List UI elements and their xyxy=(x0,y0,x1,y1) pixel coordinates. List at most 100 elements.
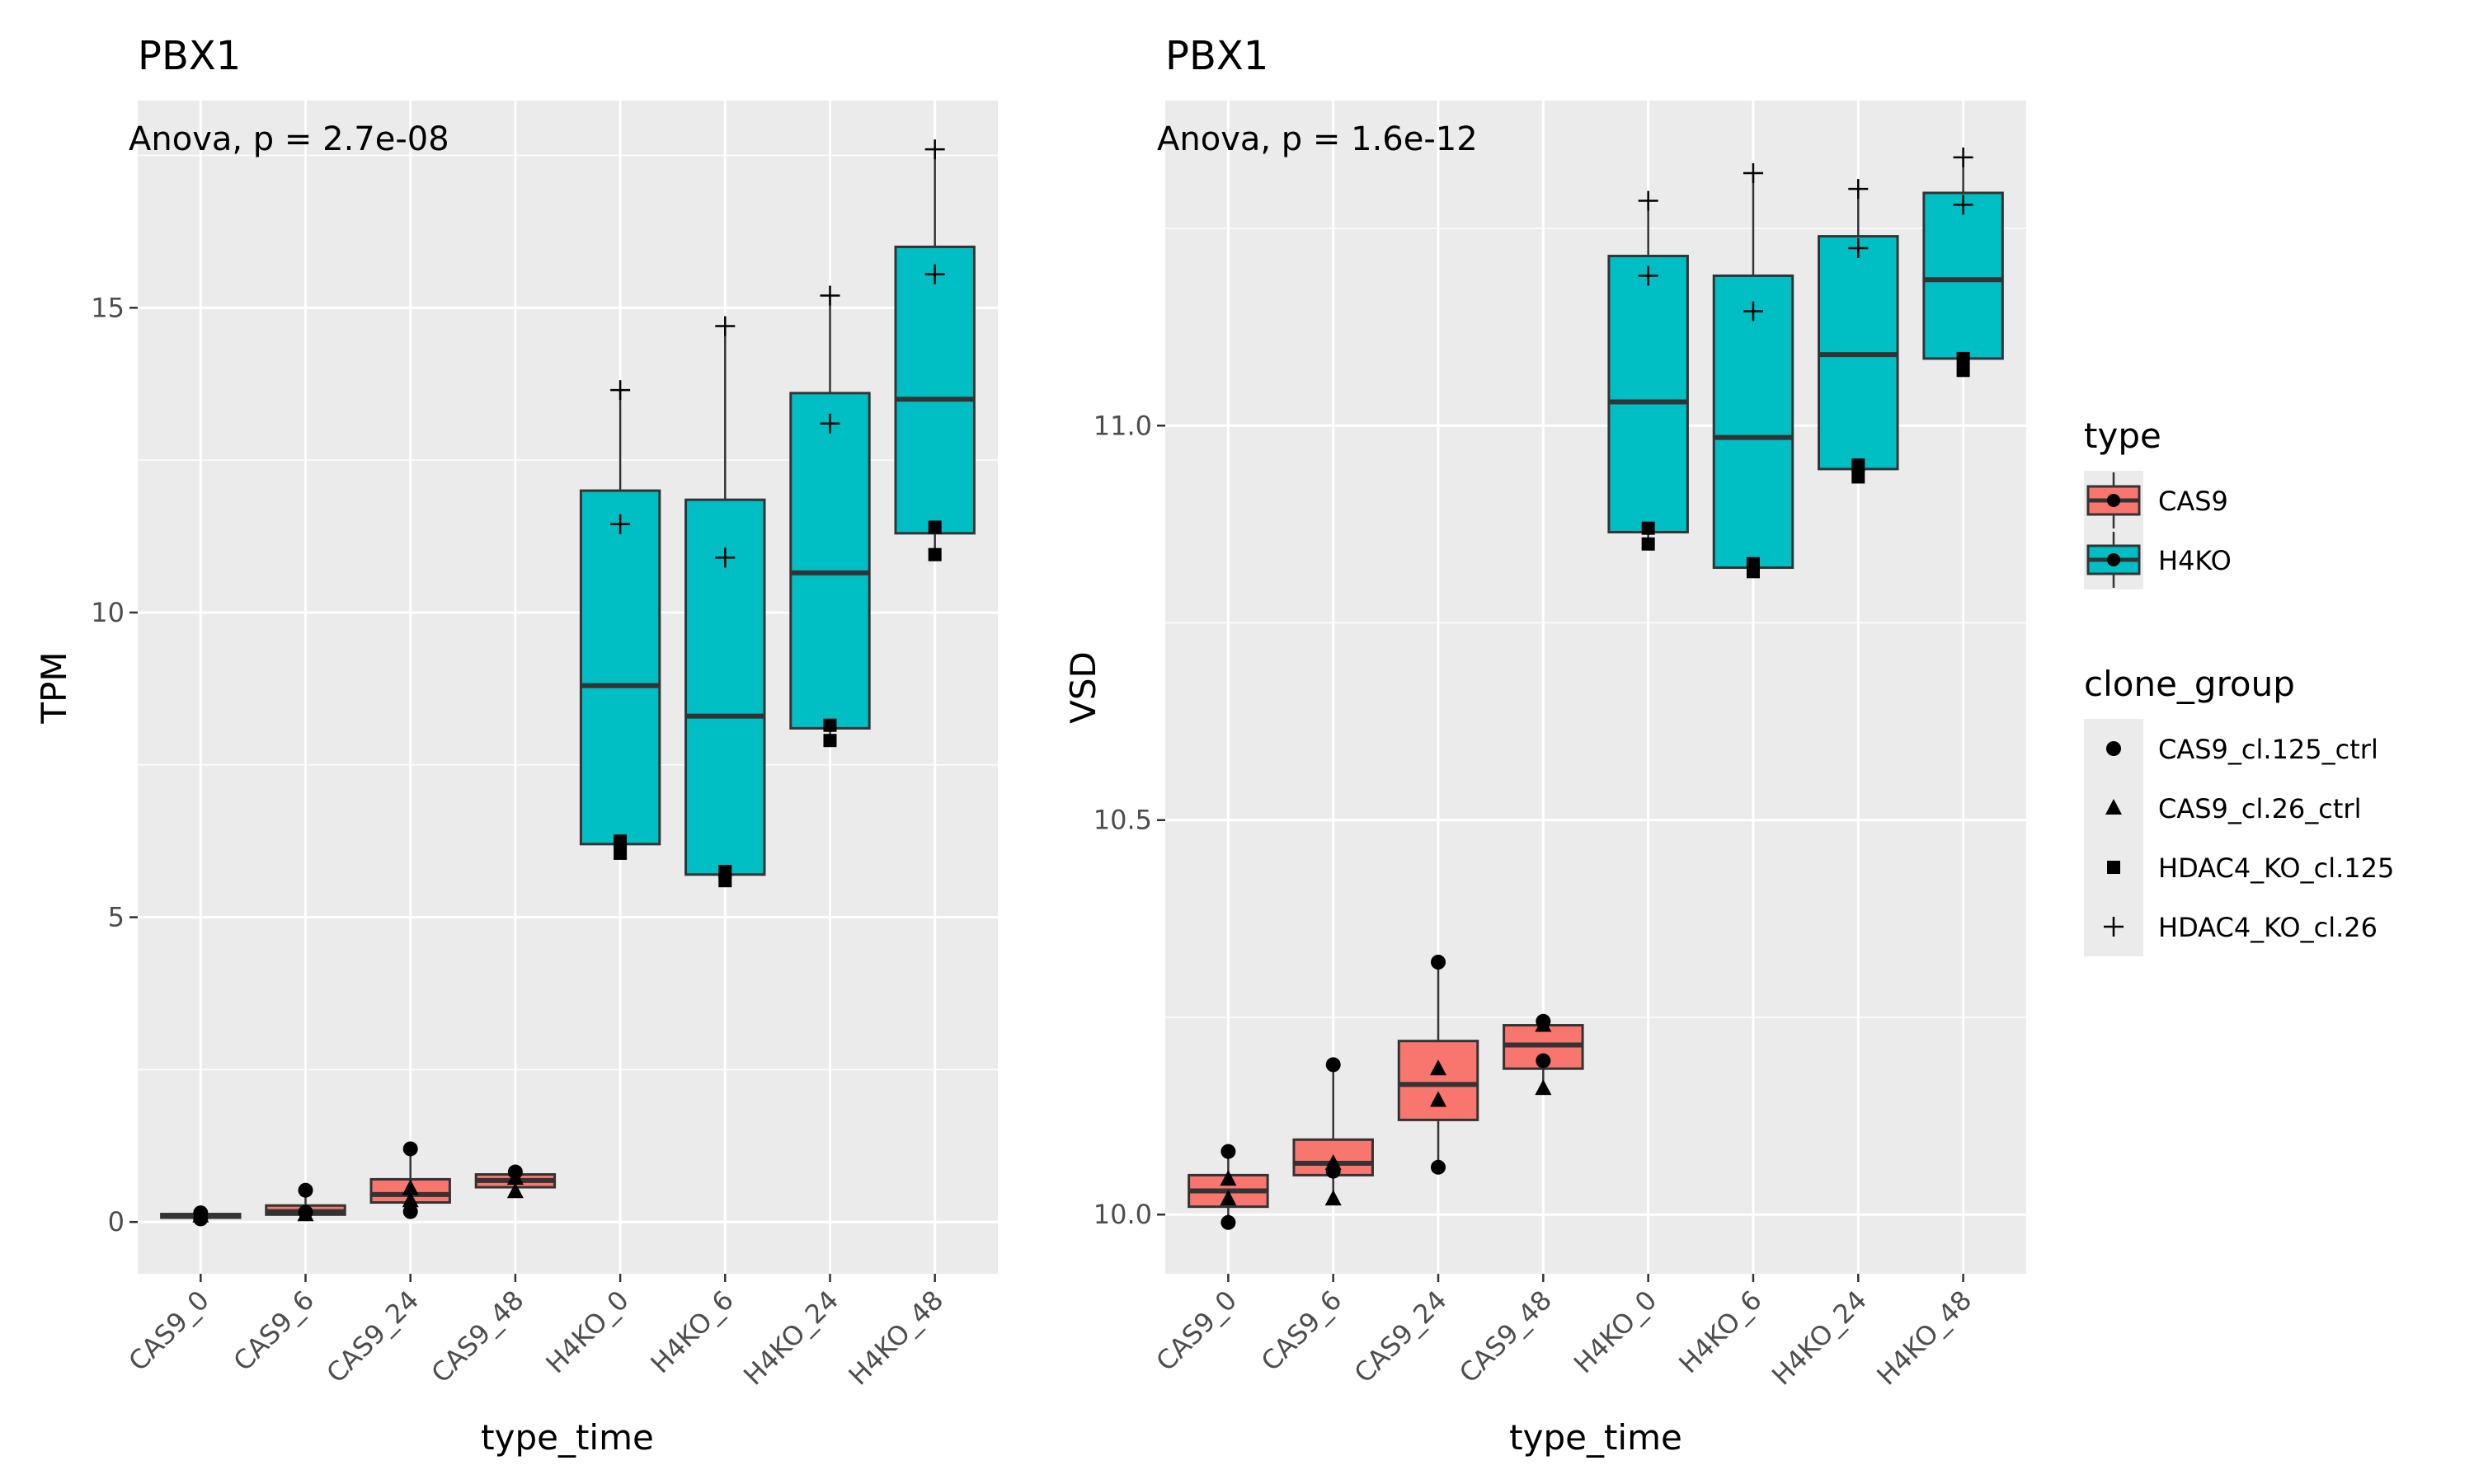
legend-shape-label-cas9-cl125: CAS9_cl.125_ctrl xyxy=(2158,734,2378,765)
legend-type-key-h4ko xyxy=(2084,530,2143,589)
data-point xyxy=(1431,1159,1446,1175)
data-point xyxy=(506,1182,524,1199)
tpm-x-tick-label: H4KO_0 xyxy=(539,1284,634,1379)
tpm-y-tick-label: 0 xyxy=(108,1206,125,1237)
data-point xyxy=(823,718,837,732)
legend-shape-plus-icon xyxy=(2104,917,2124,937)
tpm-x-tick-label: H4KO_6 xyxy=(645,1284,740,1379)
data-point xyxy=(928,520,942,534)
data-point xyxy=(298,1205,313,1220)
data-point xyxy=(1956,364,1970,378)
vsd-x-tick-label: CAS9_48 xyxy=(1453,1284,1558,1389)
box-body xyxy=(1397,1040,1479,1121)
vsd-x-tick-label: CAS9_0 xyxy=(1150,1284,1243,1378)
data-point xyxy=(1221,1144,1236,1159)
data-point xyxy=(1641,537,1655,551)
box-body xyxy=(894,245,976,535)
data-point xyxy=(715,316,736,336)
legend-shape-square-icon xyxy=(2107,861,2120,874)
tpm-box-cas9-0 xyxy=(160,1205,242,1227)
vsd-box-h4ko-48 xyxy=(1922,147,2004,378)
vsd-y-tick-label: 10.0 xyxy=(1094,1199,1152,1230)
vsd-x-tick-label: CAS9_6 xyxy=(1255,1284,1348,1378)
legend-shape-triangle-icon xyxy=(2105,799,2122,815)
data-point xyxy=(1535,1079,1552,1096)
vsd-x-tick-label: H4KO_0 xyxy=(1568,1284,1663,1379)
vsd-boxes xyxy=(1188,147,2004,1230)
tpm-x-tick-label: H4KO_48 xyxy=(843,1284,950,1392)
data-point xyxy=(610,380,631,401)
tpm-x-axis-title: type_time xyxy=(481,1417,654,1458)
legend-shape-circle-icon xyxy=(2106,741,2121,756)
data-point xyxy=(1325,1163,1341,1179)
tpm-boxes xyxy=(160,139,976,1227)
data-point xyxy=(1743,301,1763,322)
box-body xyxy=(789,392,871,730)
tpm-box-h4ko-24 xyxy=(789,285,871,748)
tpm-y-tick-label: 15 xyxy=(91,292,125,323)
tpm-x-tick-label: H4KO_24 xyxy=(737,1284,844,1392)
tpm-box-cas9-24 xyxy=(369,1141,451,1219)
data-point xyxy=(924,139,945,160)
box-body xyxy=(1712,274,1794,570)
data-point xyxy=(1848,179,1869,200)
data-point xyxy=(1325,1057,1341,1073)
legend-clone-group-title: clone_group xyxy=(2084,664,2295,704)
data-point xyxy=(402,1204,418,1219)
tpm-panel-title: PBX1 xyxy=(138,33,241,79)
data-point xyxy=(1641,521,1655,535)
data-point xyxy=(820,413,840,434)
data-point xyxy=(298,1182,313,1198)
vsd-box-h4ko-6 xyxy=(1712,163,1794,579)
data-point xyxy=(1221,1214,1236,1230)
tpm-y-axis-title: TPM xyxy=(34,651,74,724)
data-point xyxy=(1746,565,1760,579)
data-point xyxy=(823,734,837,748)
data-point xyxy=(1851,470,1865,484)
tpm-box-cas9-48 xyxy=(474,1164,557,1199)
legend-key-point xyxy=(2107,494,2120,507)
legend-type-label-h4ko: H4KO xyxy=(2158,545,2232,576)
data-point xyxy=(1953,147,1973,167)
data-point xyxy=(1953,195,1973,215)
data-point xyxy=(1430,1059,1447,1076)
data-point xyxy=(1638,190,1658,211)
data-point xyxy=(1431,955,1446,970)
box-body xyxy=(1922,191,2004,360)
data-point xyxy=(715,547,736,568)
legend-shape-key-triangle xyxy=(2084,778,2143,838)
legend-shape-key-plus xyxy=(2084,897,2143,956)
vsd-x-tick-label: H4KO_24 xyxy=(1766,1284,1873,1392)
data-point xyxy=(1220,1190,1237,1206)
tpm-y-tick-label: 5 xyxy=(108,902,125,933)
vsd-x-tick-label: H4KO_6 xyxy=(1672,1284,1767,1379)
tpm-x-tick-label: CAS9_48 xyxy=(426,1284,530,1389)
data-point xyxy=(1536,1053,1551,1068)
legend-shape-label-cas9-cl26: CAS9_cl.26_ctrl xyxy=(2158,793,2361,824)
data-point xyxy=(193,1211,209,1227)
box-body xyxy=(579,489,661,846)
legend-shape-key-circle xyxy=(2084,719,2143,778)
data-point xyxy=(1956,351,1970,365)
box-body xyxy=(1607,255,1689,533)
legend-type-label-cas9: CAS9 xyxy=(2158,486,2228,517)
tpm-x-tick-label: CAS9_6 xyxy=(228,1284,321,1378)
legend-shape-label-hdac4-cl26: HDAC4_KO_cl.26 xyxy=(2158,912,2378,943)
vsd-box-cas9-6 xyxy=(1292,1057,1374,1206)
tpm-box-h4ko-6 xyxy=(684,316,766,888)
vsd-panel-title: PBX1 xyxy=(1165,33,1268,79)
tpm-anova-annotation: Anova, p = 2.7e-08 xyxy=(129,120,449,158)
data-point xyxy=(1220,1170,1237,1186)
data-point xyxy=(1851,458,1865,472)
data-point xyxy=(402,1179,419,1195)
data-point xyxy=(402,1191,419,1208)
data-point xyxy=(506,1168,524,1185)
data-point xyxy=(924,264,945,284)
tpm-box-h4ko-0 xyxy=(579,380,661,860)
data-point xyxy=(1430,1091,1447,1107)
vsd-box-h4ko-0 xyxy=(1607,190,1689,551)
vsd-y-tick-label: 10.5 xyxy=(1094,805,1152,836)
legend-type-title: type xyxy=(2084,416,2161,456)
vsd-x-tick-label: CAS9_24 xyxy=(1348,1284,1453,1389)
